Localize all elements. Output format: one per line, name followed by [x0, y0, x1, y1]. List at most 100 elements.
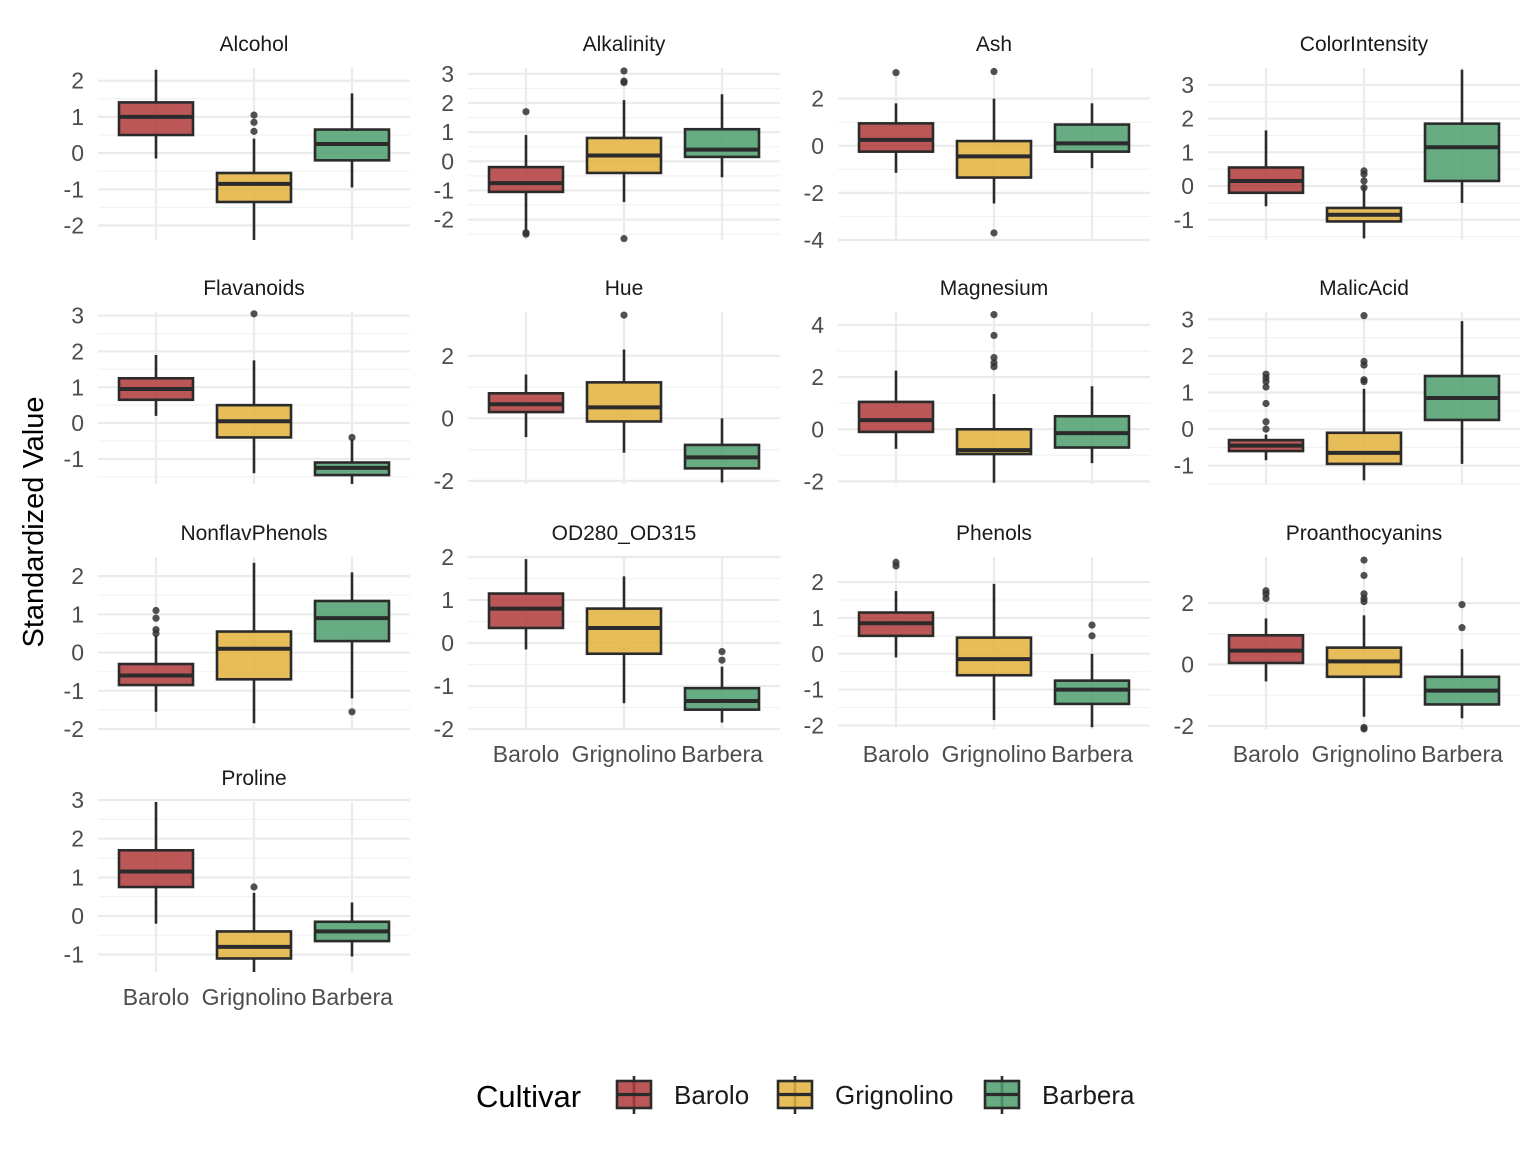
- box-grignolino: [215, 111, 293, 240]
- box-barolo: [1227, 130, 1305, 207]
- outlier-point: [1360, 167, 1368, 175]
- x-tick-label: Barbera: [1421, 741, 1503, 767]
- y-tick-label: -1: [804, 677, 824, 703]
- y-tick-label: 3: [71, 787, 84, 813]
- box-barolo: [117, 355, 195, 416]
- y-tick-label: -1: [64, 446, 84, 472]
- y-tick-label: 0: [1181, 416, 1194, 442]
- box-grignolino: [585, 67, 663, 243]
- y-tick-label: 2: [71, 826, 84, 852]
- facet-proline: Proline -1 0 1 2 3 Barolo Grignolino Barbera: [64, 767, 410, 1010]
- box-grignolino: [955, 311, 1033, 483]
- outlier-point: [990, 67, 998, 76]
- outlier-point: [1458, 601, 1466, 609]
- outlier-point: [892, 69, 900, 77]
- facet-malicacid: MalicAcid -1 0 1 2 3: [1174, 277, 1520, 485]
- box-grignolino: [215, 310, 293, 474]
- x-tick-label: Barbera: [681, 741, 763, 767]
- outlier-point: [250, 310, 258, 318]
- y-tick-label: -1: [1174, 207, 1194, 233]
- box-grignolino: [955, 583, 1033, 721]
- y-tick-label: -1: [64, 942, 84, 968]
- facet-title: OD280_OD315: [552, 522, 697, 545]
- outlier-point: [250, 111, 258, 119]
- y-tick-label: 2: [1181, 590, 1194, 616]
- y-tick-label: 1: [1181, 139, 1194, 165]
- legend-title: Cultivar: [476, 1079, 581, 1114]
- y-tick-label: 3: [1181, 72, 1194, 98]
- x-tick-label: Grignolino: [572, 741, 677, 767]
- y-tick-label: 3: [441, 61, 454, 87]
- outlier-point: [1262, 418, 1270, 426]
- y-tick-label: -2: [1174, 713, 1194, 739]
- legend-label: Barbera: [1042, 1080, 1135, 1110]
- outlier-point: [522, 108, 530, 116]
- y-tick-label: -1: [434, 673, 454, 699]
- facet-od280-od315: OD280_OD315 -2 -1 0 1 2 Barolo Grignolino Barber…: [434, 522, 780, 767]
- outlier-point: [1262, 587, 1270, 595]
- y-tick-label: 1: [71, 601, 84, 627]
- y-tick-label: -1: [1174, 453, 1194, 479]
- outlier-point: [1360, 590, 1368, 598]
- box-barolo: [117, 802, 195, 924]
- y-tick-label: 2: [1181, 106, 1194, 132]
- outlier-point: [990, 229, 998, 237]
- y-tick-label: 1: [71, 374, 84, 400]
- facet-title: Magnesium: [940, 277, 1049, 300]
- box-barbera: [1053, 386, 1131, 464]
- box-barbera: [683, 418, 761, 483]
- y-tick-label: -2: [804, 468, 824, 494]
- y-tick-label: -2: [64, 716, 84, 742]
- y-tick-label: 2: [71, 338, 84, 364]
- x-tick-label: Grignolino: [202, 984, 307, 1010]
- legend-label: Grignolino: [835, 1080, 954, 1110]
- y-tick-label: 0: [441, 630, 454, 656]
- box-barbera: [1423, 69, 1501, 203]
- y-tick-label: 2: [811, 86, 824, 112]
- box-grignolino: [585, 576, 663, 704]
- iqr-box: [215, 630, 293, 681]
- facet-title: MalicAcid: [1319, 277, 1409, 300]
- outlier-point: [1088, 632, 1096, 640]
- box-barbera: [313, 433, 391, 484]
- y-tick-label: 2: [441, 90, 454, 116]
- outlier-point: [990, 354, 998, 362]
- box-barbera: [313, 93, 391, 188]
- box-barolo: [487, 374, 565, 438]
- iqr-box: [1053, 123, 1131, 153]
- y-tick-label: 4: [811, 312, 824, 338]
- box-grignolino: [585, 311, 663, 453]
- y-tick-label: 0: [71, 140, 84, 166]
- box-barbera: [1053, 621, 1131, 728]
- outlier-point: [620, 77, 628, 85]
- box-barolo: [857, 370, 935, 449]
- box-barolo: [117, 69, 195, 159]
- y-tick-label: -4: [804, 227, 825, 253]
- y-tick-label: 2: [441, 544, 454, 570]
- outlier-point: [250, 883, 258, 891]
- y-tick-label: 2: [1181, 343, 1194, 369]
- x-tick-label: Barolo: [863, 741, 929, 767]
- y-tick-label: -2: [64, 213, 84, 239]
- iqr-box: [955, 139, 1033, 179]
- y-tick-label: 0: [71, 640, 84, 666]
- box-grignolino: [1325, 312, 1403, 481]
- outlier-point: [718, 656, 726, 664]
- facet-phenols: Phenols -2 -1 0 1 2 Barolo Grignolino Barbera: [804, 522, 1150, 767]
- outlier-point: [620, 67, 628, 75]
- box-grignolino: [215, 562, 293, 724]
- y-tick-label: 1: [71, 104, 84, 130]
- y-tick-label: 0: [1181, 173, 1194, 199]
- iqr-box: [1053, 679, 1131, 706]
- x-tick-label: Barbera: [1051, 741, 1133, 767]
- outlier-point: [620, 311, 628, 319]
- x-tick-label: Barbera: [311, 984, 393, 1010]
- facet-colorintensity: ColorIntensity -1 0 1 2 3: [1174, 33, 1520, 240]
- y-tick-label: 3: [71, 303, 84, 329]
- facet-grid: Alcohol -2 -1 0 1 2 Alkalinity -2 -1 0 1 2 3 Ash -4 -2 0…: [64, 33, 1520, 1010]
- iqr-box: [683, 686, 761, 711]
- box-barolo: [487, 108, 565, 238]
- outlier-point: [1262, 383, 1270, 391]
- outlier-point: [990, 311, 998, 319]
- x-tick-label: Barolo: [493, 741, 559, 767]
